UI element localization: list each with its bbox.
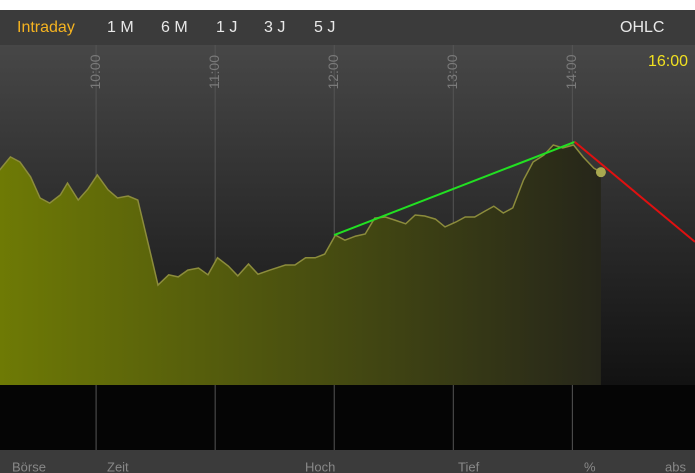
footer-label: Hoch — [305, 459, 335, 473]
footer-label: Zeit — [107, 459, 129, 473]
last-price-marker — [595, 167, 606, 178]
footer-label: % — [584, 459, 596, 473]
x-tick-label: 11:00 — [206, 55, 222, 89]
x-tick-label: 14:00 — [563, 54, 579, 89]
tab[interactable]: 5 J — [314, 19, 335, 36]
tab[interactable]: 1 M — [107, 19, 134, 36]
x-tick-label: 13:00 — [444, 54, 460, 89]
footer — [0, 450, 695, 473]
x-tick-label: 12:00 — [325, 54, 341, 89]
price-area — [0, 145, 601, 385]
tab[interactable]: 1 J — [216, 19, 237, 36]
footer-label: abs — [665, 459, 686, 473]
tab[interactable]: 3 J — [264, 19, 285, 36]
footer-label: Börse — [12, 459, 46, 473]
time-annotation: 16:00 — [648, 53, 688, 70]
footer-label: Tief — [458, 459, 480, 473]
x-tick-label: 10:00 — [87, 54, 103, 89]
toolbar — [0, 10, 695, 45]
tab[interactable]: Intraday — [17, 19, 75, 36]
tab[interactable]: 6 M — [161, 19, 188, 36]
mode-toggle[interactable]: OHLC — [620, 19, 664, 36]
price-line — [0, 144, 602, 287]
volume-area — [0, 385, 695, 450]
trend-line — [333, 140, 576, 237]
trend-line — [574, 141, 695, 243]
